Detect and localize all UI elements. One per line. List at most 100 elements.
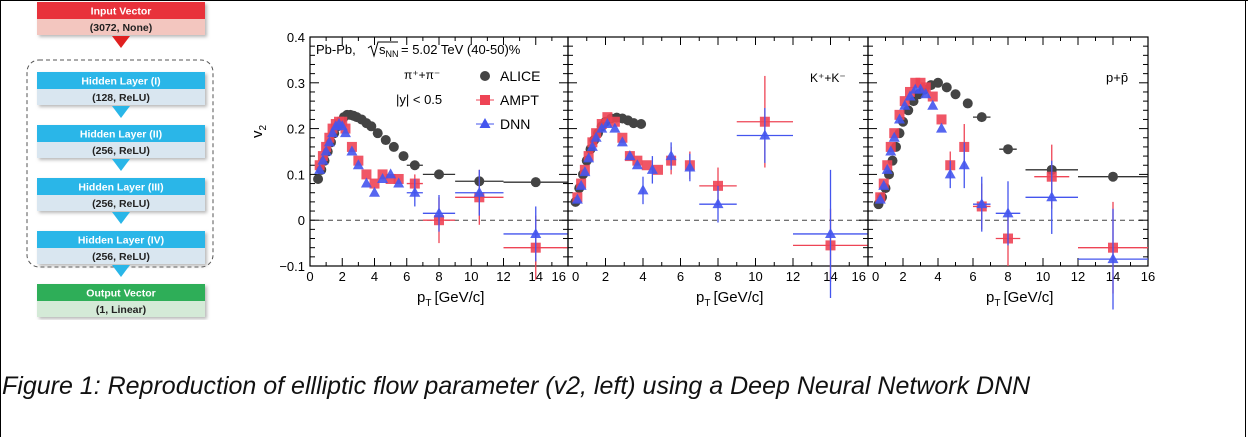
ampt-point — [385, 173, 396, 184]
output-vector-block-title: Output Vector — [86, 288, 155, 300]
dnn-point — [885, 145, 897, 156]
dnn-point — [899, 99, 911, 110]
output-vector-block-body — [37, 301, 205, 317]
dnn-point — [894, 113, 905, 124]
hidden-layer-block-4-body — [37, 248, 205, 264]
x-tick-label: 12 — [496, 269, 510, 284]
dnn-point — [665, 150, 677, 161]
dnn-point — [323, 136, 335, 147]
output-vector-block: Output Vector (1, Linear) — [37, 284, 205, 317]
dnn-point — [616, 136, 628, 147]
series-ampt — [572, 75, 868, 283]
dnn-point — [575, 179, 587, 190]
ampt-point — [653, 164, 663, 175]
x-tick-label: 0 — [306, 269, 313, 284]
x-tick-label: 6 — [403, 269, 410, 284]
dnn-point — [825, 227, 836, 238]
alice-point — [530, 177, 541, 188]
hidden-layer-block-1-header — [37, 72, 205, 89]
hidden-layer-block-1-body — [37, 89, 205, 105]
series-dnn — [571, 107, 868, 299]
input-vector-block: Input Vector (3072, None) — [37, 2, 205, 35]
hidden-layer-block-4-subtitle: (256, ReLU) — [92, 251, 150, 263]
y-tick-label: 0.1 — [287, 167, 305, 182]
x-tick-label: 2 — [899, 269, 906, 284]
species-label-pion: π⁺+π⁻ — [404, 68, 440, 82]
arrow-icon — [112, 36, 130, 48]
species-label-kaon: K⁺+K⁻ — [810, 71, 846, 85]
alice-point — [941, 82, 952, 93]
x-axis-label-unit: [GeV/c] — [1003, 289, 1053, 306]
dnn-point — [1046, 191, 1058, 202]
legend: ALICE AMPT DNN — [476, 68, 540, 132]
figure-caption: Figure 1: Reproduction of ellliptic flow… — [2, 372, 1031, 400]
energy-label: = 5.02 TeV (40-50)% — [401, 42, 521, 57]
dnn-point — [377, 172, 389, 183]
dnn-point — [601, 118, 613, 129]
hidden-layer-block-4: Hidden Layer (IV) (256, ReLU) — [37, 231, 205, 264]
dnn-point — [339, 127, 351, 138]
hidden-layer-block-2-title: Hidden Layer (II) — [80, 129, 162, 141]
hidden-layer-block-3-subtitle: (256, ReLU) — [92, 198, 150, 210]
series-alice — [873, 77, 1148, 210]
x-tick-label: 10 — [464, 269, 478, 284]
x-tick-label: 4 — [934, 269, 941, 284]
dnn-point — [631, 159, 643, 170]
x-tick-label: 0 — [872, 269, 879, 284]
x-tick-label: 16 — [852, 269, 866, 284]
dnn-point — [369, 186, 380, 197]
dnn-point — [878, 179, 890, 190]
dnn-point — [385, 168, 397, 179]
x-tick-label: 12 — [786, 269, 800, 284]
legend-alice-marker — [480, 71, 490, 81]
hidden-layer-block-2-body — [37, 142, 205, 158]
alice-point — [628, 118, 639, 129]
dnn-point — [314, 163, 326, 174]
y-tick-label: 0.2 — [287, 122, 305, 137]
dnn-point — [624, 150, 636, 161]
dnn-point — [637, 184, 649, 195]
output-vector-block-header — [37, 284, 205, 301]
dnn-point — [586, 140, 598, 151]
ampt-point — [369, 178, 380, 189]
hidden-layer-block-3-body — [37, 195, 205, 211]
dnn-point — [684, 161, 696, 172]
collision-label: Pb-Pb, — [316, 42, 356, 57]
dnn-point — [596, 122, 608, 133]
dnn-point — [976, 198, 988, 209]
arrow-icon — [112, 106, 130, 118]
alice-point — [950, 89, 961, 100]
x-axis-label-sub: T — [704, 298, 710, 309]
dnn-point — [759, 129, 771, 140]
panel-1-annotations: Pb-Pb, sNN = 5.02 TeV (40-50)% π⁺+π⁻ |y| < … — [316, 41, 521, 107]
x-tick-label: 0 — [572, 269, 579, 284]
hidden-layer-block-3-title: Hidden Layer (III) — [78, 182, 163, 194]
dnn-point — [317, 154, 329, 165]
alice-point — [366, 121, 377, 132]
x-tick-label: 10 — [748, 269, 762, 284]
alice-point — [380, 135, 391, 146]
x-tick-label: 4 — [371, 269, 378, 284]
dnn-point — [609, 122, 621, 133]
series-ampt — [875, 77, 1148, 294]
dnn-point — [958, 159, 970, 170]
dnn-point — [409, 186, 421, 197]
hidden-layer-block-1-subtitle: (128, ReLU) — [92, 92, 150, 104]
hidden-layer-block-1-title: Hidden Layer (I) — [81, 76, 160, 88]
x-tick-label: 16 — [552, 269, 566, 284]
x-tick-label: 6 — [677, 269, 684, 284]
x-axis-label-unit: [GeV/c] — [713, 289, 763, 306]
input-vector-block-body — [37, 19, 205, 35]
dnn-point — [352, 159, 364, 170]
neural-network-diagram: Input Vector (3072, None) Hidden Layer (I)… — [26, 2, 214, 317]
dnn-point — [346, 145, 358, 156]
input-vector-block-title: Input Vector — [91, 6, 152, 18]
alice-point — [976, 112, 987, 123]
ampt-point — [915, 77, 926, 88]
ampt-point — [609, 116, 620, 127]
dnn-point — [583, 152, 595, 163]
series-ampt — [314, 116, 568, 280]
